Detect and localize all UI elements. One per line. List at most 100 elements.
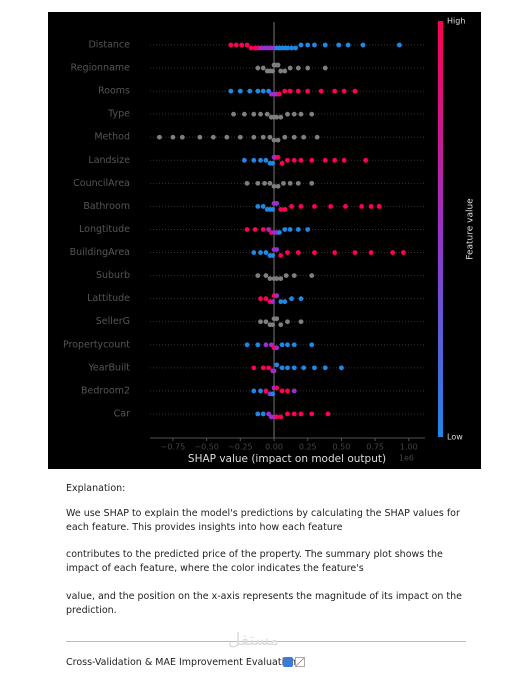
- point: [260, 65, 266, 71]
- x-tick-label: 0.25: [299, 443, 317, 452]
- point: [295, 180, 301, 186]
- point: [285, 111, 290, 117]
- point: [275, 137, 281, 143]
- point: [270, 207, 276, 212]
- point: [282, 68, 288, 74]
- point: [291, 134, 297, 140]
- point: [244, 227, 250, 232]
- point: [263, 296, 269, 302]
- point: [255, 411, 261, 417]
- point: [309, 411, 315, 417]
- point: [285, 319, 290, 325]
- point: [368, 204, 374, 209]
- point: [260, 204, 266, 209]
- point: [255, 65, 261, 71]
- paragraph: contributes to the predicted price of th…: [66, 549, 443, 574]
- point: [271, 368, 277, 374]
- feature-label: Type: [107, 109, 130, 120]
- x-tick-label: 0.00: [265, 443, 283, 452]
- point: [197, 134, 203, 140]
- point: [267, 180, 273, 186]
- point: [263, 250, 269, 255]
- point: [247, 88, 253, 94]
- point: [322, 157, 328, 163]
- point: [278, 253, 284, 258]
- point: [244, 42, 250, 48]
- point: [244, 342, 250, 348]
- point: [295, 250, 301, 255]
- point: [251, 111, 257, 117]
- point: [251, 388, 257, 394]
- point: [289, 45, 294, 51]
- point: [305, 65, 311, 71]
- x-tick-label: −0.25: [228, 443, 253, 452]
- point: [291, 111, 297, 117]
- paragraph: We use SHAP to explain the model's predi…: [66, 508, 460, 533]
- x-tick-label: 1.00: [400, 443, 418, 452]
- point: [263, 273, 269, 278]
- point: [266, 365, 272, 371]
- point: [274, 114, 280, 120]
- point: [251, 250, 257, 255]
- point: [270, 322, 276, 328]
- point: [241, 157, 247, 163]
- point: [325, 411, 331, 417]
- point: [278, 414, 284, 420]
- feature-label: Rooms: [98, 86, 130, 97]
- colorbar-high: High: [447, 17, 465, 26]
- feature-label: Distance: [88, 40, 130, 51]
- point: [396, 42, 402, 48]
- point: [255, 88, 261, 94]
- feature-label: Regionname: [71, 63, 131, 74]
- point: [258, 250, 263, 255]
- point: [258, 111, 263, 117]
- point: [263, 319, 269, 325]
- point: [287, 65, 293, 71]
- point: [287, 88, 293, 94]
- x-tick-label: 0.75: [366, 443, 384, 452]
- feature-label: SellerG: [96, 316, 130, 327]
- point: [322, 42, 328, 48]
- icon: [295, 657, 305, 667]
- point: [274, 293, 280, 299]
- point: [279, 160, 285, 166]
- point: [251, 157, 257, 163]
- point: [274, 362, 280, 368]
- point: [255, 273, 261, 278]
- point: [305, 88, 311, 94]
- colorbar: [438, 21, 443, 437]
- point: [295, 65, 301, 71]
- feature-label: CouncilArea: [73, 178, 130, 189]
- point: [298, 42, 304, 48]
- point: [376, 204, 382, 209]
- point: [228, 42, 234, 48]
- point: [336, 42, 342, 48]
- point: [287, 227, 293, 232]
- feature-label: Car: [114, 408, 130, 419]
- feature-label: Bathroom: [83, 201, 130, 212]
- point: [322, 365, 328, 371]
- point: [339, 365, 344, 371]
- point: [352, 88, 358, 94]
- point: [332, 250, 338, 255]
- point: [179, 134, 185, 140]
- point: [237, 88, 243, 94]
- point: [401, 250, 406, 255]
- point: [260, 365, 266, 371]
- point: [285, 250, 290, 255]
- point: [295, 88, 301, 94]
- point: [390, 250, 396, 255]
- point: [309, 273, 315, 278]
- point: [258, 319, 263, 325]
- point: [298, 296, 304, 302]
- point: [275, 62, 281, 68]
- point: [341, 88, 347, 94]
- point: [343, 204, 348, 209]
- point: [267, 134, 273, 140]
- point: [270, 160, 276, 166]
- point: [285, 365, 290, 371]
- point: [278, 207, 284, 212]
- point: [309, 180, 315, 186]
- point: [282, 134, 288, 140]
